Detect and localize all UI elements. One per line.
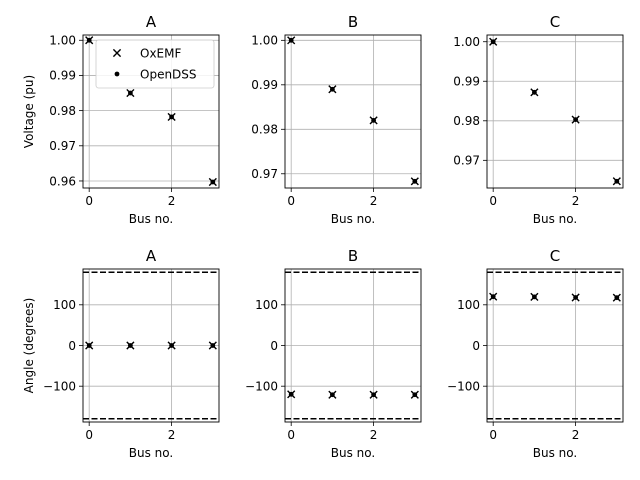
y-tick-label: −100 (447, 379, 480, 393)
y-axis-label: Voltage (pu) (22, 75, 36, 148)
opendss-marker (210, 343, 216, 348)
opendss-marker (614, 295, 620, 301)
x-axis-label: Bus no. (129, 212, 173, 226)
axes-frame (486, 34, 624, 189)
axes-frame (284, 34, 422, 189)
x-axis-label: Bus no. (533, 446, 577, 460)
subplot-title: B (348, 247, 358, 265)
subplot-title: A (146, 13, 157, 31)
y-tick-label: 100 (457, 298, 480, 312)
axes-frame (82, 34, 220, 189)
x-tick-label: 0 (287, 194, 295, 208)
y-tick-label: 0.97 (49, 139, 76, 153)
y-tick-label: 0.97 (453, 154, 480, 168)
y-tick-label: 0.98 (49, 104, 76, 118)
y-tick-label: 100 (53, 298, 76, 312)
y-tick-label: 0.98 (453, 114, 480, 128)
y-tick-label: 1.00 (251, 34, 278, 48)
y-tick-label: −100 (43, 379, 76, 393)
opendss-marker (86, 343, 92, 348)
x-tick-label: 2 (168, 428, 176, 442)
opendss-marker (412, 392, 418, 398)
opendss-marker (329, 392, 335, 398)
y-tick-label: 0.99 (49, 69, 76, 83)
y-tick-label: −100 (245, 379, 278, 393)
subplot-title: C (550, 247, 560, 265)
subplot-2: 0 2 0.97 0.98 0.99 1.00 B Bus no. (251, 13, 422, 226)
opendss-marker (127, 90, 133, 96)
y-tick-label: 0 (472, 339, 480, 353)
subplot-5: 0 2 −100 0 100 B Bus no. (245, 247, 422, 460)
x-tick-label: 2 (572, 194, 580, 208)
y-tick-label: 0.96 (49, 174, 76, 188)
y-tick-label: 0.98 (251, 123, 278, 137)
y-tick-label: 100 (255, 298, 278, 312)
x-tick-label: 0 (489, 194, 497, 208)
legend-box (95, 39, 215, 89)
opendss-marker (86, 37, 92, 43)
x-tick-label: 2 (572, 428, 580, 442)
opendss-marker (169, 114, 175, 120)
subplot-6: 0 2 −100 0 100 C Bus no. (447, 247, 624, 460)
opendss-marker (614, 178, 620, 184)
subplot-3: 0 2 0.97 0.98 0.99 1.00 C Bus no. (453, 13, 624, 226)
subplot-title: A (146, 247, 157, 265)
y-tick-label: 1.00 (49, 34, 76, 48)
x-tick-label: 0 (287, 428, 295, 442)
x-tick-label: 2 (370, 194, 378, 208)
x-tick-label: 2 (370, 428, 378, 442)
opendss-marker (490, 39, 496, 45)
opendss-marker (490, 294, 496, 300)
opendss-marker (127, 343, 133, 348)
legend-marker-opendss (114, 71, 120, 77)
y-tick-label: 0 (270, 339, 278, 353)
opendss-marker (412, 178, 418, 184)
opendss-marker (288, 37, 294, 43)
legend-marker-oxemf (112, 48, 122, 58)
y-axis-label: Angle (degrees) (22, 298, 36, 394)
x-axis-label: Bus no. (331, 212, 375, 226)
legend-label-opendss: OpenDSS (140, 67, 197, 81)
x-tick-label: 0 (85, 194, 93, 208)
legend-label-oxemf: OxEMF (140, 46, 181, 60)
x-axis-label: Bus no. (129, 446, 173, 460)
x-tick-label: 2 (168, 194, 176, 208)
subplot-4: 0 2 −100 0 100 A Bus no. Angle (degrees) (22, 247, 220, 460)
opendss-marker (573, 295, 579, 300)
subplot-title: C (550, 13, 560, 31)
y-tick-label: 0.99 (251, 78, 278, 92)
y-tick-label: 0 (68, 339, 76, 353)
opendss-marker (573, 117, 579, 123)
opendss-marker (288, 391, 294, 397)
subplot-1: 0 2 0.96 0.97 0.98 0.99 1.00 A Bus no. Voltage (p… (22, 13, 220, 226)
opendss-marker (371, 392, 377, 398)
opendss-marker (531, 89, 537, 95)
y-tick-label: 1.00 (453, 35, 480, 49)
x-tick-label: 0 (85, 428, 93, 442)
opendss-marker (371, 117, 377, 123)
opendss-marker (210, 179, 216, 185)
opendss-marker (329, 86, 335, 92)
subplot-title: B (348, 13, 358, 31)
opendss-marker (531, 294, 537, 300)
y-tick-label: 0.99 (453, 75, 480, 89)
legend: OxEMF OpenDSS (95, 39, 215, 89)
x-axis-label: Bus no. (533, 212, 577, 226)
x-axis-label: Bus no. (331, 446, 375, 460)
opendss-marker (169, 343, 175, 348)
x-tick-label: 0 (489, 428, 497, 442)
y-tick-label: 0.97 (251, 167, 278, 181)
